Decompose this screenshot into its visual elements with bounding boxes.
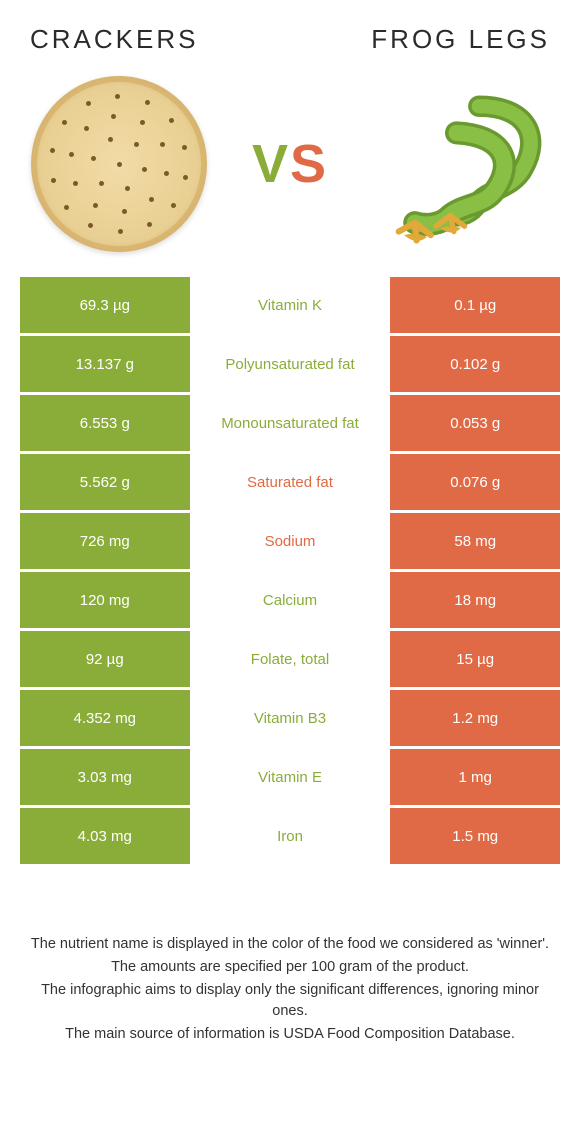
right-food-title: FROG LEGS [371, 24, 550, 55]
table-left-value: 13.137 g [20, 336, 190, 392]
table-nutrient-label: Vitamin B3 [193, 690, 388, 746]
table-nutrient-label: Folate, total [193, 631, 388, 687]
table-right-value: 0.053 g [390, 395, 560, 451]
table-nutrient-label: Iron [193, 808, 388, 864]
table-left-value: 4.352 mg [20, 690, 190, 746]
nutrition-table: 69.3 µgVitamin K0.1 µg 13.137 gPolyunsatu… [20, 277, 560, 864]
table-left-value: 69.3 µg [20, 277, 190, 333]
table-left-value: 120 mg [20, 572, 190, 628]
table-right-value: 0.102 g [390, 336, 560, 392]
crackers-image [24, 69, 214, 259]
table-left-value: 3.03 mg [20, 749, 190, 805]
table-left-value: 92 µg [20, 631, 190, 687]
table-right-value: 18 mg [390, 572, 560, 628]
titles-row: CRACKERS FROG LEGS [20, 24, 560, 55]
footnote-line: The amounts are specified per 100 gram o… [26, 957, 554, 978]
table-left-value: 4.03 mg [20, 808, 190, 864]
table-nutrient-label: Monounsaturated fat [193, 395, 388, 451]
vs-label: VS [252, 133, 328, 195]
table-right-value: 0.1 µg [390, 277, 560, 333]
table-right-value: 0.076 g [390, 454, 560, 510]
footnote-line: The nutrient name is displayed in the co… [26, 934, 554, 955]
table-right-value: 15 µg [390, 631, 560, 687]
table-left-value: 726 mg [20, 513, 190, 569]
table-right-value: 1.2 mg [390, 690, 560, 746]
table-nutrient-label: Sodium [193, 513, 388, 569]
table-nutrient-label: Calcium [193, 572, 388, 628]
table-left-value: 6.553 g [20, 395, 190, 451]
table-left-value: 5.562 g [20, 454, 190, 510]
table-nutrient-label: Vitamin E [193, 749, 388, 805]
table-nutrient-label: Vitamin K [193, 277, 388, 333]
table-right-value: 58 mg [390, 513, 560, 569]
left-food-title: CRACKERS [30, 24, 198, 55]
vs-s: S [290, 133, 328, 195]
footnotes: The nutrient name is displayed in the co… [20, 934, 560, 1045]
table-right-value: 1.5 mg [390, 808, 560, 864]
footnote-line: The infographic aims to display only the… [26, 980, 554, 1022]
hero-row: VS [20, 69, 560, 259]
table-nutrient-label: Polyunsaturated fat [193, 336, 388, 392]
footnote-line: The main source of information is USDA F… [26, 1024, 554, 1045]
frog-legs-image [366, 69, 556, 259]
table-right-value: 1 mg [390, 749, 560, 805]
table-nutrient-label: Saturated fat [193, 454, 388, 510]
vs-v: V [252, 133, 290, 195]
